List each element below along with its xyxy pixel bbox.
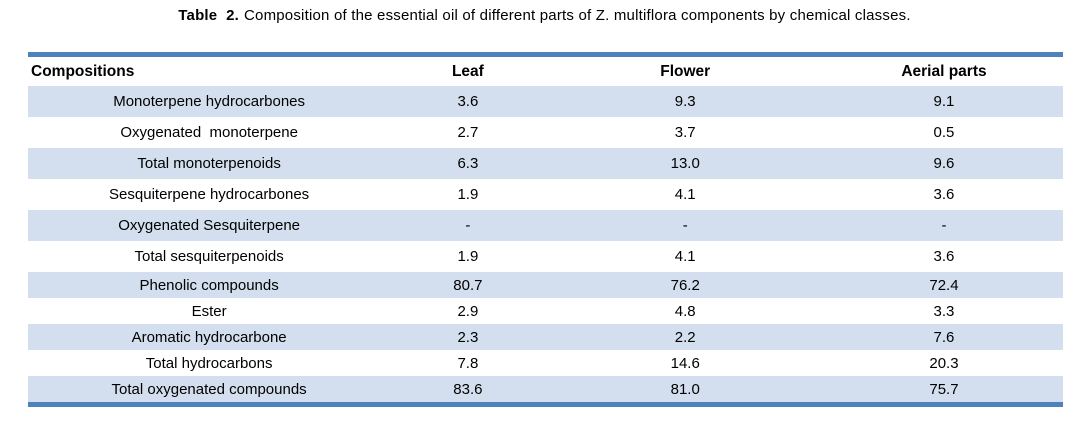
- value-cell: 83.6: [453, 380, 483, 398]
- value-cell: 4.1: [674, 248, 696, 265]
- column-header-leaf: Leaf: [451, 62, 484, 80]
- composition-cell: Sesquiterpene hydrocarbones: [109, 186, 310, 203]
- value-cell: 2.2: [674, 328, 696, 346]
- value-cell: -: [682, 217, 688, 234]
- composition-cell: Aromatic hydrocarbone: [131, 328, 287, 346]
- composition-cell: Ester: [191, 302, 227, 320]
- value-cell: 2.3: [457, 328, 479, 346]
- composition-table: Compositions Leaf Flower Aerial parts Mo…: [28, 52, 1063, 407]
- table-row: Total sesquiterpenoids 1.9 4.1 3.6: [28, 241, 1063, 272]
- value-cell: 1.9: [457, 248, 479, 265]
- table-row: Monoterpene hydrocarbones 3.6 9.3 9.1: [28, 86, 1063, 117]
- column-header-compositions: Compositions: [31, 62, 135, 80]
- value-cell: 0.5: [933, 124, 955, 141]
- table-row: Phenolic compounds 80.7 76.2 72.4: [28, 272, 1063, 298]
- value-cell: 72.4: [929, 276, 959, 294]
- value-cell: 14.6: [670, 354, 700, 372]
- value-cell: 9.6: [933, 155, 955, 172]
- value-cell: 80.7: [453, 276, 483, 294]
- composition-cell: Total monoterpenoids: [137, 155, 281, 172]
- column-header-flower: Flower: [660, 62, 711, 80]
- table-row: Total monoterpenoids 6.3 13.0 9.6: [28, 148, 1063, 179]
- table-row: Ester 2.9 4.8 3.3: [28, 298, 1063, 324]
- value-cell: 6.3: [457, 155, 479, 172]
- value-cell: -: [465, 217, 471, 234]
- value-cell: 20.3: [929, 354, 959, 372]
- table-row: Oxygenated Sesquiterpene - - -: [28, 210, 1063, 241]
- value-cell: 4.8: [674, 302, 696, 320]
- value-cell: 2.9: [457, 302, 479, 320]
- value-cell: 4.1: [674, 186, 696, 203]
- value-cell: 3.3: [933, 302, 955, 320]
- table-caption-label: Table 2.: [178, 7, 239, 24]
- value-cell: 3.6: [933, 248, 955, 265]
- table-row: Oxygenated monoterpene 2.7 3.7 0.5: [28, 117, 1063, 148]
- composition-cell: Oxygenated monoterpene: [120, 124, 298, 141]
- table-row: Aromatic hydrocarbone 2.3 2.2 7.6: [28, 324, 1063, 350]
- composition-cell: Phenolic compounds: [139, 276, 279, 294]
- value-cell: 7.8: [457, 354, 479, 372]
- value-cell: 9.3: [674, 93, 696, 110]
- table-body: Monoterpene hydrocarbones 3.6 9.3 9.1 Oxygen…: [28, 86, 1063, 402]
- value-cell: 1.9: [457, 186, 479, 203]
- value-cell: 3.6: [457, 93, 479, 110]
- table-row: Total hydrocarbons 7.8 14.6 20.3: [28, 350, 1063, 376]
- value-cell: 3.7: [674, 124, 696, 141]
- value-cell: 9.1: [933, 93, 955, 110]
- table-caption: Table 2. Composition of the essential oil…: [0, 0, 1089, 24]
- value-cell: 76.2: [670, 276, 700, 294]
- composition-cell: Total sesquiterpenoids: [134, 248, 284, 265]
- value-cell: 81.0: [670, 380, 700, 398]
- table-caption-text: Composition of the essential oil of diff…: [244, 7, 911, 24]
- value-cell: 3.6: [933, 186, 955, 203]
- composition-cell: Oxygenated Sesquiterpene: [118, 217, 301, 234]
- column-header-aerial-parts: Aerial parts: [901, 62, 987, 80]
- table-row: Sesquiterpene hydrocarbones 1.9 4.1 3.6: [28, 179, 1063, 210]
- value-cell: -: [941, 217, 947, 234]
- composition-cell: Monoterpene hydrocarbones: [113, 93, 306, 110]
- composition-cell: Total hydrocarbons: [145, 354, 273, 372]
- value-cell: 75.7: [929, 380, 959, 398]
- table-header-row: Compositions Leaf Flower Aerial parts: [28, 57, 1063, 86]
- table-row: Total oxygenated compounds 83.6 81.0 75.7: [28, 376, 1063, 402]
- composition-cell: Total oxygenated compounds: [111, 380, 307, 398]
- value-cell: 13.0: [670, 155, 700, 172]
- value-cell: 2.7: [457, 124, 479, 141]
- value-cell: 7.6: [933, 328, 955, 346]
